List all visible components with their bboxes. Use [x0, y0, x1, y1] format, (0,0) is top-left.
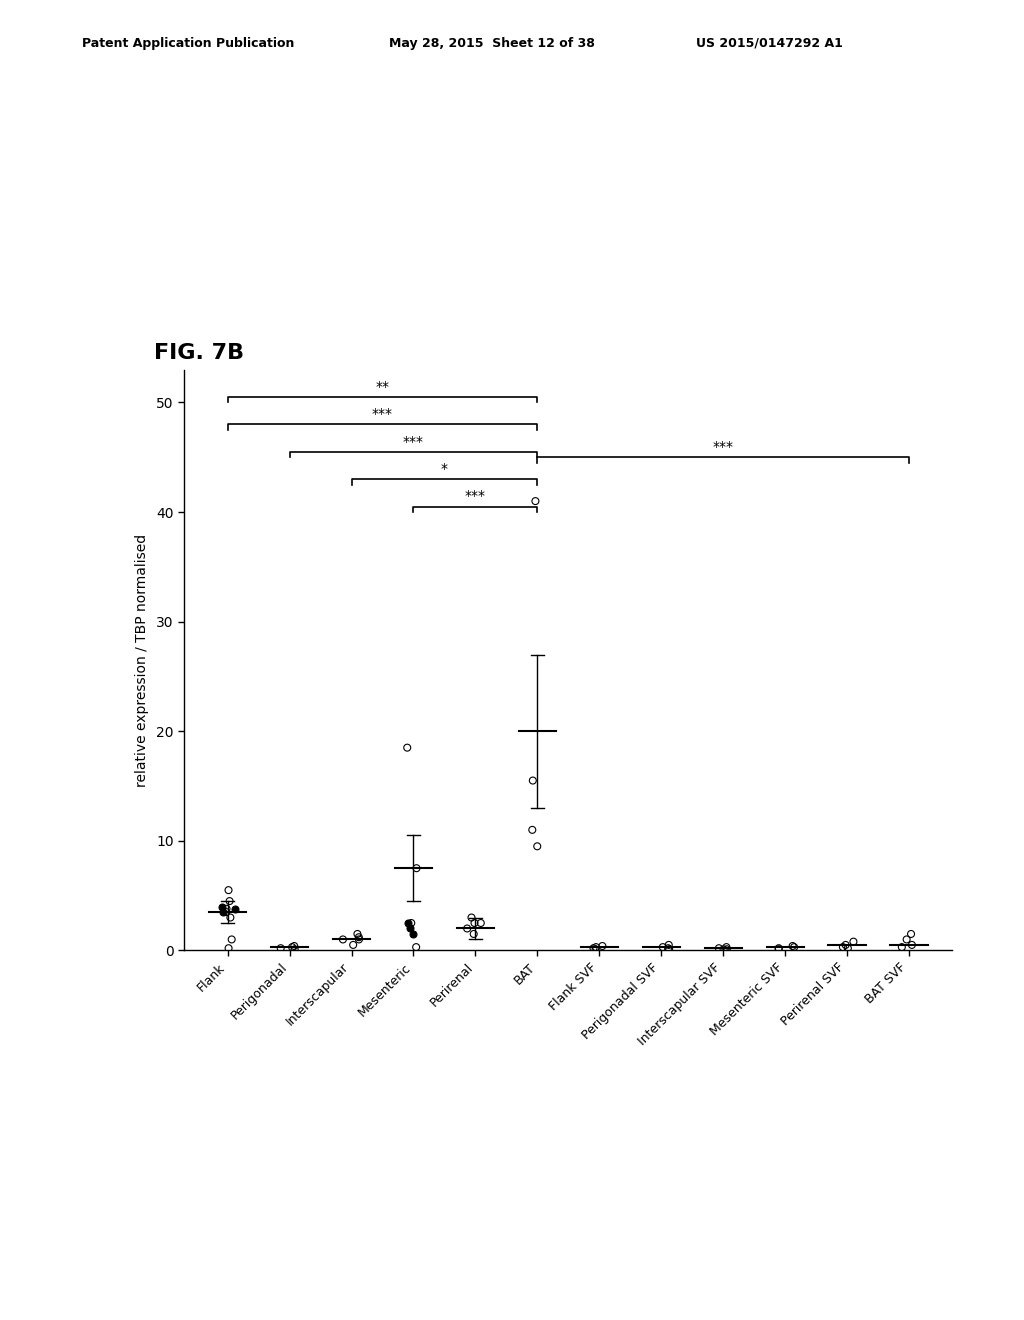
Point — [660, 939, 677, 960]
Point — [588, 939, 604, 960]
Point — [660, 935, 677, 956]
Point — [786, 937, 803, 958]
Point — [459, 917, 475, 939]
Point — [718, 937, 734, 958]
Point — [716, 939, 732, 960]
Point — [350, 927, 367, 948]
Point — [838, 935, 854, 956]
Point — [222, 907, 239, 928]
Point — [586, 937, 602, 958]
Point — [409, 858, 425, 879]
Point — [335, 929, 351, 950]
Point — [898, 929, 914, 950]
Point — [588, 937, 604, 958]
Point — [659, 937, 676, 958]
Text: Patent Application Publication: Patent Application Publication — [82, 37, 294, 50]
Point — [840, 937, 856, 958]
Point — [524, 770, 541, 791]
Point — [351, 929, 368, 950]
Point — [220, 937, 237, 958]
Point — [400, 912, 417, 933]
Point — [223, 929, 240, 950]
Point — [711, 937, 727, 958]
Point — [770, 937, 786, 958]
Text: **: ** — [376, 380, 389, 393]
Point — [529, 836, 546, 857]
Point — [220, 879, 237, 900]
Point — [524, 820, 541, 841]
Point — [226, 898, 243, 919]
Point — [404, 924, 421, 945]
Text: ***: *** — [465, 490, 486, 503]
Point — [218, 898, 234, 919]
Text: *: * — [441, 462, 447, 477]
Y-axis label: relative expression / TBP normalised: relative expression / TBP normalised — [135, 533, 150, 787]
Point — [221, 891, 238, 912]
Point — [272, 937, 289, 958]
Point — [349, 924, 366, 945]
Point — [214, 902, 230, 923]
Point — [894, 937, 910, 958]
Text: US 2015/0147292 A1: US 2015/0147292 A1 — [696, 37, 843, 50]
Point — [399, 737, 416, 758]
Point — [770, 939, 786, 960]
Point — [466, 924, 482, 945]
Point — [473, 912, 489, 933]
Point — [463, 907, 479, 928]
Text: May 28, 2015  Sheet 12 of 38: May 28, 2015 Sheet 12 of 38 — [389, 37, 595, 50]
Text: ***: *** — [713, 440, 733, 454]
Point — [904, 935, 921, 956]
Point — [466, 912, 482, 933]
Text: ***: *** — [372, 407, 393, 421]
Point — [527, 491, 544, 512]
Point — [218, 902, 234, 923]
Point — [214, 896, 230, 917]
Point — [408, 937, 424, 958]
Point — [654, 937, 671, 958]
Text: ***: *** — [403, 434, 424, 449]
Point — [845, 931, 861, 952]
Point — [287, 939, 303, 960]
Point — [903, 924, 920, 945]
Point — [401, 917, 418, 939]
Point — [719, 939, 735, 960]
Point — [784, 936, 801, 957]
Point — [835, 937, 851, 958]
Point — [345, 935, 361, 956]
Point — [594, 936, 610, 957]
Point — [286, 936, 302, 957]
Text: FIG. 7B: FIG. 7B — [154, 343, 244, 363]
Point — [403, 912, 420, 933]
Point — [284, 937, 300, 958]
